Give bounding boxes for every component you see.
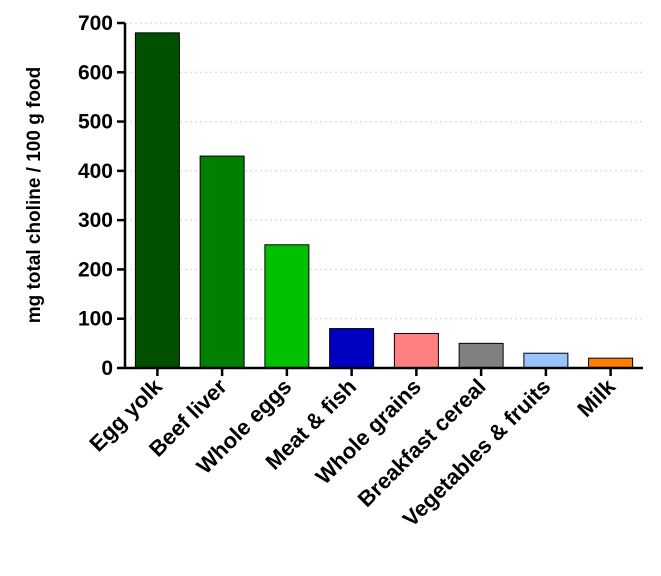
x-tick-label-7: Milk xyxy=(572,373,620,421)
bar-0 xyxy=(134,32,180,369)
y-axis-title: mg total choline / 100 g food xyxy=(24,67,45,324)
bars xyxy=(134,32,634,369)
bar-7 xyxy=(588,357,634,369)
y-tick-label-400: 400 xyxy=(78,160,113,183)
bar-1 xyxy=(199,155,245,369)
y-tick-label-0: 0 xyxy=(101,357,113,380)
y-tick-label-100: 100 xyxy=(78,308,113,331)
y-tick-label-300: 300 xyxy=(78,209,113,232)
bar-5 xyxy=(458,342,504,369)
bar-4 xyxy=(393,333,439,369)
y-tick-label-200: 200 xyxy=(78,258,113,281)
bar-2 xyxy=(264,244,310,369)
y-tick-label-700: 700 xyxy=(78,12,113,35)
y-tick-label-500: 500 xyxy=(78,111,113,134)
axes xyxy=(117,21,643,376)
y-tick-label-600: 600 xyxy=(78,61,113,84)
bar-3 xyxy=(329,328,375,369)
bar-6 xyxy=(523,352,569,369)
